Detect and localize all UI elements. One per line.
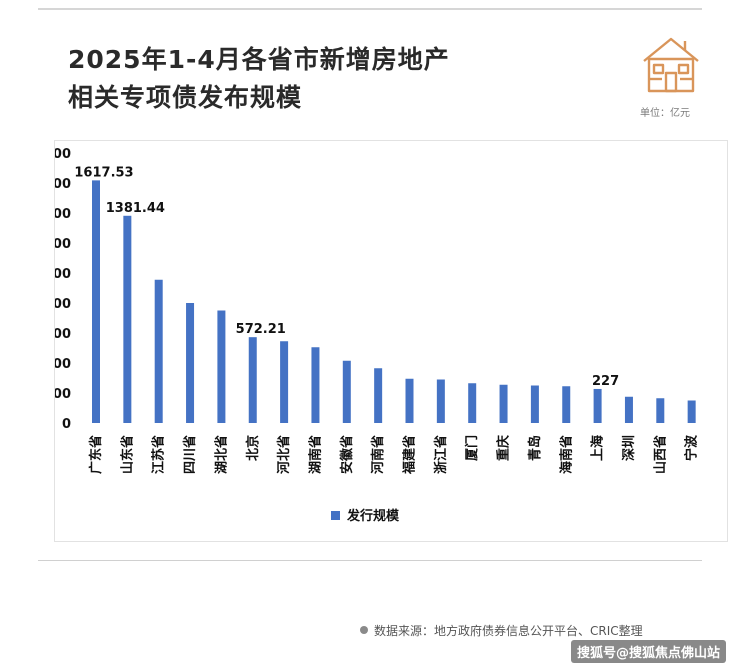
bar-17 xyxy=(624,396,633,423)
x-tick-label: 安徽省 xyxy=(339,435,355,474)
y-tick-label: 200 xyxy=(55,387,71,402)
house-icon xyxy=(643,37,699,93)
x-tick-label: 福建省 xyxy=(402,435,418,475)
bar-11 xyxy=(436,379,445,423)
x-tick-label: 山西省 xyxy=(652,435,668,474)
chart-panel: 0 200 400 600 800 1000 1200 1400 1600 1800 广东省山东省江… xyxy=(35,140,728,542)
x-tick-label: 江苏省 xyxy=(151,435,167,474)
data-source-text: 数据来源：地方政府债券信息公开平台、CRIC整理 xyxy=(374,624,643,638)
x-tick-label: 湖南省 xyxy=(307,435,323,474)
data-source: 数据来源：地方政府债券信息公开平台、CRIC整理 xyxy=(360,622,643,639)
bar-15 xyxy=(562,386,571,423)
data-label: 1617.53 xyxy=(74,165,133,180)
bar-18 xyxy=(656,398,665,423)
x-tick-label: 浙江省 xyxy=(433,435,449,474)
x-tick-label: 海南省 xyxy=(558,435,574,474)
bar-16 xyxy=(593,388,602,423)
bar-12 xyxy=(468,383,477,423)
bar-7 xyxy=(311,347,320,423)
y-tick-label: 600 xyxy=(55,327,71,342)
top-divider xyxy=(38,8,702,10)
x-tick-label: 北京 xyxy=(245,435,261,461)
y-tick-label: 1200 xyxy=(55,237,71,252)
unit-label: 单位：亿元 xyxy=(640,108,690,119)
x-tick-label: 深圳 xyxy=(621,435,637,461)
bullet-icon xyxy=(360,626,368,634)
bar-5 xyxy=(248,337,257,423)
bar-19 xyxy=(687,400,696,423)
bottom-divider xyxy=(38,560,702,561)
x-tick-label: 山东省 xyxy=(119,435,135,474)
y-tick-label: 400 xyxy=(55,357,71,372)
y-tick-label: 1600 xyxy=(55,177,71,192)
x-tick-label: 四川省 xyxy=(182,435,198,474)
bar-13 xyxy=(499,384,508,423)
y-tick-label: 1000 xyxy=(55,267,71,282)
x-tick-label: 上海 xyxy=(590,435,606,461)
bar-10 xyxy=(405,378,414,423)
bar-9 xyxy=(374,368,383,423)
bar-14 xyxy=(530,385,539,423)
y-tick-label: 1800 xyxy=(55,147,71,162)
bar-1 xyxy=(123,215,132,423)
data-label: 1381.44 xyxy=(106,201,165,216)
data-label: 227 xyxy=(592,374,619,389)
x-tick-label: 宁波 xyxy=(684,434,700,461)
x-tick-label: 重庆 xyxy=(496,435,512,461)
page-title-line-2: 相关专项债发布规模 xyxy=(68,83,303,112)
bar-6 xyxy=(280,341,289,423)
x-tick-label: 河北省 xyxy=(276,435,292,474)
x-tick-label: 广东省 xyxy=(88,435,104,474)
bar-0 xyxy=(92,180,100,423)
x-tick-label: 青岛 xyxy=(527,435,543,461)
data-label: 572.21 xyxy=(236,322,286,337)
bar-3 xyxy=(186,303,195,423)
y-tick-label: 1400 xyxy=(55,207,71,222)
bar-8 xyxy=(342,360,351,423)
x-tick-label: 厦门 xyxy=(464,435,480,461)
x-tick-label: 湖北省 xyxy=(213,435,229,474)
bar-2 xyxy=(154,279,163,423)
bar-chart: 0 200 400 600 800 1000 1200 1400 1600 1800 广东省山东省江… xyxy=(35,147,700,524)
watermark-text: 搜狐号@搜狐焦点佛山站 xyxy=(570,640,726,663)
x-tick-label: 河南省 xyxy=(370,435,386,474)
footer-bar: 搜狐号@搜狐焦点佛山站 xyxy=(0,636,740,664)
legend-label: 发行规模 xyxy=(346,508,400,524)
y-tick-label: 800 xyxy=(55,297,71,312)
page-title-line-1: 2025年1-4月各省市新增房地产 xyxy=(68,45,450,74)
legend-swatch xyxy=(331,511,340,520)
bar-4 xyxy=(217,310,226,423)
y-tick-label: 0 xyxy=(62,417,71,432)
